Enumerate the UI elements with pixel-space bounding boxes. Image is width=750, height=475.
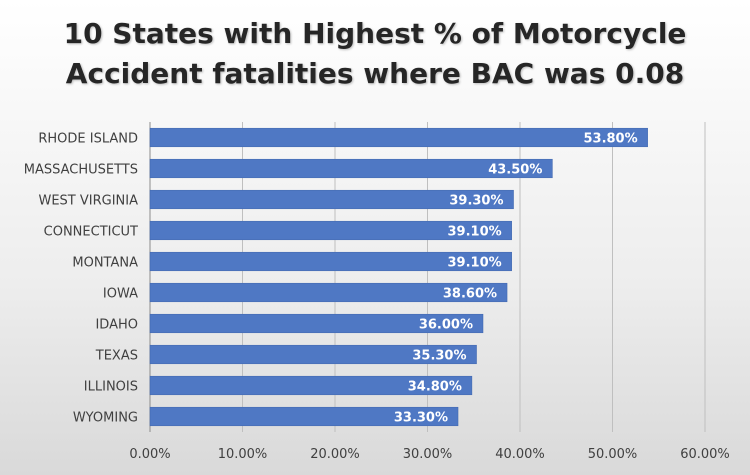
- data-labels: 53.80% 43.50% 39.30% 39.10% 39.10% 38.60% 36.0…: [394, 132, 638, 426]
- category-label: WEST VIRGINIA: [38, 194, 138, 209]
- chart-title-line-1: 10 States with Highest % of Motorcycle: [63, 17, 687, 50]
- x-tick-label: 20.00%: [310, 447, 360, 462]
- category-label: WYOMING: [73, 411, 138, 426]
- bar: [149, 158, 553, 179]
- data-label: 33.30%: [394, 411, 448, 426]
- x-tick-label: 30.00%: [403, 447, 453, 462]
- data-label: 39.10%: [448, 256, 502, 271]
- x-tick-label: 10.00%: [218, 447, 268, 462]
- chart-title-line-2: Accident fatalities where BAC was 0.08: [65, 57, 685, 90]
- category-label: MASSACHUSETTS: [24, 163, 138, 178]
- bar: [149, 220, 512, 241]
- bar: [149, 313, 484, 334]
- data-label: 38.60%: [443, 287, 497, 302]
- category-label: IDAHO: [95, 318, 138, 333]
- data-label: 39.10%: [448, 225, 502, 240]
- bar: [149, 406, 459, 427]
- data-label: 39.30%: [449, 194, 503, 209]
- x-tick-labels: 0.00% 10.00% 20.00% 30.00% 40.00% 50.00% 60.00…: [129, 447, 729, 462]
- data-label: 36.00%: [419, 318, 473, 333]
- bar: [149, 282, 508, 303]
- bars: [149, 127, 648, 427]
- bar: [149, 251, 512, 272]
- bar: [149, 127, 648, 148]
- x-tick-label: 40.00%: [495, 447, 545, 462]
- chart-title: 10 States with Highest % of Motorcycle A…: [0, 14, 750, 94]
- category-label: IOWA: [103, 287, 138, 302]
- bar: [149, 189, 514, 210]
- category-label: TEXAS: [95, 349, 138, 364]
- category-label: MONTANA: [72, 256, 138, 271]
- x-tick-label: 0.00%: [129, 447, 170, 462]
- data-label: 34.80%: [408, 380, 462, 395]
- category-label: ILLINOIS: [84, 380, 138, 395]
- bar: [149, 375, 473, 396]
- data-label: 43.50%: [488, 163, 542, 178]
- category-label: CONNECTICUT: [44, 225, 138, 240]
- bar: [149, 344, 477, 365]
- category-labels: RHODE ISLAND MASSACHUSETTS WEST VIRGINIA CO…: [24, 132, 138, 426]
- data-label: 35.30%: [412, 349, 466, 364]
- x-tick-label: 50.00%: [588, 447, 638, 462]
- x-tick-label: 60.00%: [680, 447, 730, 462]
- data-label: 53.80%: [583, 132, 637, 147]
- category-label: RHODE ISLAND: [38, 132, 138, 147]
